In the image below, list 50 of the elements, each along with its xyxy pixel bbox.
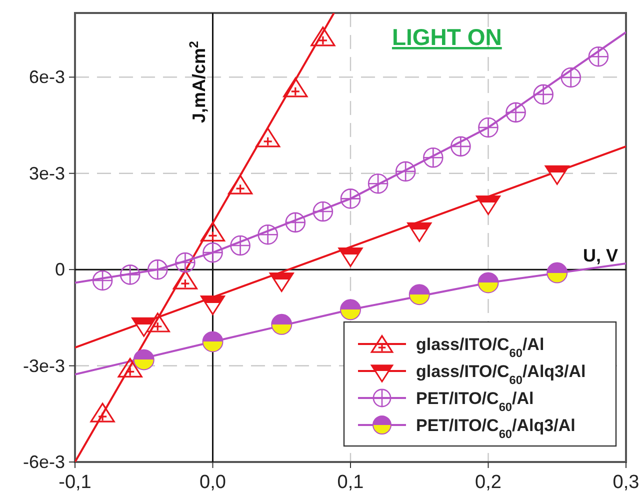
point <box>202 242 223 263</box>
y-tick-label: 3e-3 <box>28 163 65 184</box>
x-tick-label: 0,3 <box>612 472 640 493</box>
point <box>340 299 361 320</box>
point <box>258 224 278 245</box>
point <box>478 117 498 138</box>
x-tick-label: 0,0 <box>200 472 226 493</box>
point <box>478 272 499 294</box>
point <box>200 222 226 242</box>
point <box>395 161 416 182</box>
y-tick-label: -6e-3 <box>22 452 65 472</box>
point <box>283 78 308 98</box>
point <box>506 102 526 123</box>
point <box>148 259 168 280</box>
y-tick-label: 6e-3 <box>28 67 65 88</box>
point <box>560 67 582 88</box>
point <box>230 235 250 256</box>
point <box>340 188 361 209</box>
point <box>92 270 113 291</box>
point <box>120 264 140 285</box>
point <box>450 136 471 157</box>
point <box>228 174 253 194</box>
point <box>256 128 280 148</box>
legend-label: PET/ITO/C$_{60}$/Alq3/Al <box>416 416 576 441</box>
point <box>546 262 568 284</box>
y-tick-label: 0 <box>54 260 65 280</box>
point <box>202 331 224 352</box>
point <box>133 349 154 370</box>
point <box>285 212 306 233</box>
point <box>423 147 444 168</box>
x-axis-title: U, V <box>582 246 618 266</box>
legend-label: glass/ITO/C$_{60}$/Alq3/Al <box>416 362 586 387</box>
legend-label: glass/ITO/C$_{60}$/Al <box>416 335 544 360</box>
line-series <box>75 31 626 284</box>
point <box>90 402 115 422</box>
point <box>368 173 388 194</box>
x-tick-label: 0,2 <box>475 472 502 493</box>
point <box>118 358 142 378</box>
text: LIGHT ON <box>392 24 502 50</box>
x-tick-label: 0,1 <box>337 472 364 493</box>
point <box>408 284 430 306</box>
point <box>533 84 554 105</box>
point <box>312 201 334 222</box>
y-tick-label: -3e-3 <box>22 356 65 376</box>
x-tick-label: -0,1 <box>58 472 92 493</box>
legend-label: PET/ITO/C$_{60}$/Al <box>416 389 534 414</box>
point <box>175 252 196 273</box>
point <box>271 314 292 335</box>
point <box>310 26 336 46</box>
point <box>588 46 609 67</box>
